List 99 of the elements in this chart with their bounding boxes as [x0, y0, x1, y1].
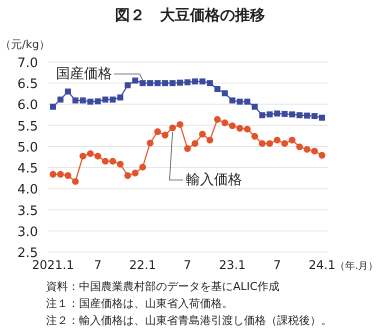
- point: [57, 96, 64, 103]
- point: [176, 121, 184, 128]
- point: [274, 136, 281, 144]
- point: [258, 140, 266, 147]
- point: [146, 140, 154, 146]
- text: 注１：国産価格は、山東省入荷価格。: [46, 297, 233, 310]
- point: [274, 110, 280, 117]
- point: [102, 96, 108, 103]
- point: [154, 128, 162, 136]
- y-tick-label: 5.5: [17, 119, 38, 134]
- point: [87, 98, 94, 105]
- point: [199, 130, 206, 138]
- point: [184, 145, 191, 152]
- y-axis-title: （元/kg）: [0, 38, 50, 51]
- y-tick-label: 4.5: [17, 162, 38, 177]
- point: [304, 112, 310, 119]
- point: [116, 160, 124, 168]
- y-tick-label: 3.0: [17, 224, 38, 240]
- point: [64, 172, 72, 179]
- y-tick-label: 6.5: [17, 77, 38, 92]
- x-axis-title: （年.月）: [335, 260, 378, 272]
- point: [199, 78, 206, 84]
- point: [296, 112, 303, 118]
- point: [86, 150, 94, 158]
- point: [132, 170, 139, 176]
- point: [154, 80, 161, 86]
- point: [50, 170, 56, 178]
- x-tick-label: 22.1: [129, 258, 156, 272]
- text: 注２：輸入価格は、山東省青島港引渡し価格（課税後）。: [46, 314, 332, 327]
- point: [72, 178, 79, 185]
- point: [319, 114, 325, 121]
- point: [94, 152, 102, 160]
- point: [94, 98, 101, 104]
- point: [289, 111, 296, 118]
- point: [110, 96, 116, 103]
- point: [177, 80, 184, 86]
- point: [72, 97, 78, 104]
- point: [147, 80, 154, 86]
- point: [266, 140, 274, 147]
- series-label: 国産価格: [56, 66, 112, 82]
- point: [117, 94, 124, 100]
- point: [296, 143, 303, 150]
- y-tick-label: 5.0: [17, 140, 38, 156]
- x-tick-label: 7: [94, 258, 102, 272]
- series-label: 輸入価格: [186, 172, 242, 188]
- point: [221, 119, 228, 126]
- point: [192, 140, 198, 147]
- point: [206, 136, 214, 144]
- point: [124, 172, 132, 179]
- point: [57, 170, 64, 178]
- y-tick-label: 2.5: [17, 246, 38, 261]
- y-tick-label: 3.5: [17, 204, 38, 219]
- point: [170, 80, 176, 86]
- point: [244, 98, 250, 105]
- point: [50, 104, 56, 110]
- point: [206, 80, 213, 86]
- y-tick-label: 4.0: [17, 182, 38, 198]
- x-tick-label: 24.1: [308, 258, 336, 272]
- point: [162, 132, 168, 138]
- point: [228, 122, 236, 130]
- point: [236, 98, 243, 105]
- point: [318, 152, 326, 159]
- point: [192, 78, 198, 84]
- point: [139, 164, 146, 171]
- point: [229, 97, 236, 104]
- point: [102, 158, 109, 165]
- x-tick-label: 23.1: [218, 258, 246, 272]
- chart-title: 図２ 大豆価格の推移: [115, 6, 265, 24]
- point: [222, 90, 228, 96]
- y-tick-label: 7.0: [17, 56, 38, 71]
- point: [80, 97, 86, 104]
- x-tick-label: 7: [273, 258, 281, 272]
- point: [251, 132, 258, 140]
- point: [124, 82, 131, 88]
- x-tick-label: 2021.1: [32, 258, 74, 272]
- point: [214, 86, 220, 92]
- point: [162, 80, 168, 86]
- point: [288, 136, 296, 144]
- point: [311, 148, 318, 154]
- point: [259, 112, 266, 118]
- point: [304, 146, 310, 153]
- x-tick-label: 7: [184, 258, 192, 272]
- point: [169, 124, 176, 132]
- point: [184, 79, 190, 86]
- text: 資料：中国農業農村部のデータを基にALIC作成: [46, 280, 280, 293]
- point: [281, 140, 288, 147]
- point: [266, 111, 273, 118]
- point: [109, 158, 116, 165]
- point: [282, 110, 288, 117]
- point: [79, 152, 86, 160]
- point: [214, 116, 221, 123]
- point: [64, 88, 71, 95]
- point: [236, 124, 244, 132]
- point: [244, 126, 251, 133]
- point: [252, 104, 258, 110]
- y-tick-label: 6.0: [17, 98, 38, 114]
- point: [132, 78, 138, 84]
- point: [312, 113, 318, 120]
- point: [140, 80, 146, 86]
